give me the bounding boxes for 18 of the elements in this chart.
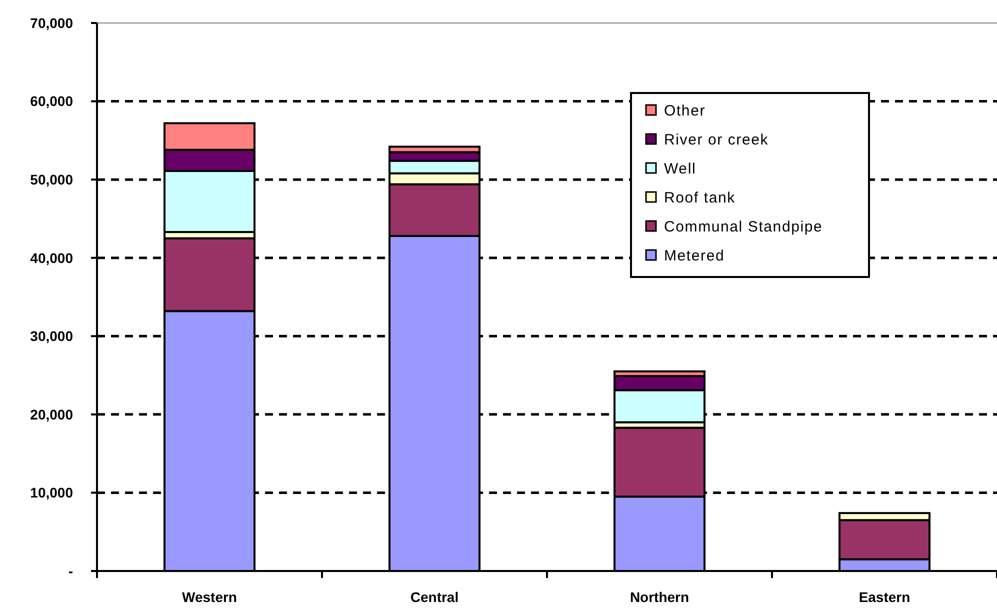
- x-tick-label: Eastern: [858, 589, 910, 605]
- y-tick-label: 60,000: [30, 93, 74, 110]
- legend-label: Communal Standpipe: [664, 218, 823, 236]
- x-tick-label: Northern: [630, 589, 690, 605]
- legend-label: Other: [664, 102, 706, 120]
- y-tick-label: 40,000: [30, 250, 74, 266]
- x-tick-label: Western: [182, 589, 237, 605]
- x-tick-label: Central: [410, 589, 459, 605]
- y-tick-label: -: [68, 562, 74, 579]
- legend-label: Roof tank: [664, 189, 736, 206]
- legend-label: Well: [664, 160, 696, 178]
- y-tick-label: 30,000: [30, 328, 74, 344]
- y-tick-label: 20,000: [30, 406, 74, 422]
- y-tick-label: 70,000: [30, 14, 74, 31]
- y-tick-label: 50,000: [30, 171, 74, 188]
- y-tick-label: 10,000: [30, 484, 74, 501]
- legend-label: Metered: [664, 247, 725, 264]
- legend-label: River or creek: [664, 131, 769, 148]
